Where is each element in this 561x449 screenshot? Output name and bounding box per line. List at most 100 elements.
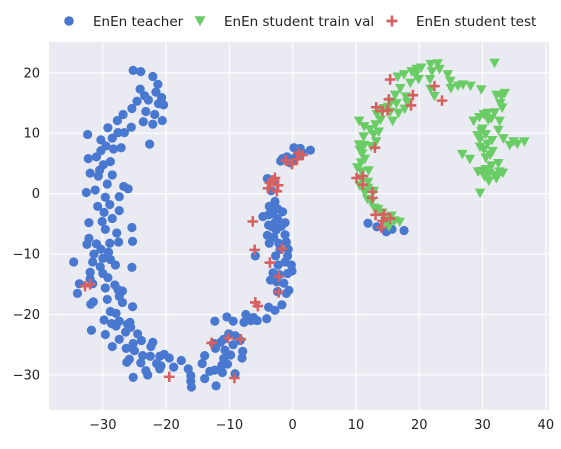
data-point: [88, 257, 97, 266]
data-point: [124, 184, 133, 193]
data-point: [169, 362, 178, 371]
data-point: [101, 225, 110, 234]
data-point: [114, 237, 123, 246]
data-point: [229, 317, 238, 326]
data-point: [200, 351, 209, 360]
data-point: [139, 117, 148, 126]
data-point: [159, 100, 168, 109]
data-point: [98, 217, 107, 226]
data-point: [279, 279, 288, 288]
data-point: [146, 342, 155, 351]
data-point: [363, 219, 372, 228]
x-tick-label: 30: [474, 418, 491, 433]
data-point: [143, 370, 152, 379]
data-point: [145, 140, 154, 149]
data-point: [177, 356, 186, 365]
data-point: [122, 344, 131, 353]
legend: EnEn teacher EnEn student train val EnEn s…: [64, 14, 536, 30]
data-point: [84, 218, 93, 227]
data-point: [153, 80, 162, 89]
data-point: [103, 123, 112, 132]
data-point: [115, 192, 124, 201]
data-point: [103, 179, 112, 188]
legend-label-2: EnEn student test: [416, 14, 536, 30]
data-point: [122, 358, 131, 367]
y-tick-label: −30: [13, 368, 40, 383]
data-point: [141, 107, 150, 116]
x-tick-label: 10: [348, 418, 365, 433]
data-point: [101, 283, 110, 292]
data-point: [148, 120, 157, 129]
data-point: [73, 289, 82, 298]
data-point: [101, 330, 110, 339]
data-point: [105, 200, 114, 209]
data-point: [155, 364, 164, 373]
x-tick-label: 0: [289, 418, 297, 433]
x-tick-label: −20: [152, 418, 179, 433]
data-point: [118, 298, 127, 307]
data-point: [128, 302, 137, 311]
data-point: [136, 67, 145, 76]
x-tick-label: 40: [538, 418, 555, 433]
data-point: [127, 104, 136, 113]
data-point: [108, 133, 117, 142]
data-point: [105, 239, 114, 248]
data-point: [262, 314, 271, 323]
data-point: [148, 72, 157, 81]
legend-marker-0: [64, 16, 74, 26]
legend-label-0: EnEn teacher: [93, 14, 184, 30]
data-point: [94, 172, 103, 181]
data-point: [86, 169, 95, 178]
x-tick-label: 20: [411, 418, 428, 433]
data-point: [82, 240, 91, 249]
y-tick-label: 10: [23, 127, 40, 142]
data-point: [82, 188, 91, 197]
data-point: [127, 223, 136, 232]
data-point: [210, 317, 219, 326]
data-point: [210, 366, 219, 375]
data-point: [150, 110, 159, 119]
data-point: [270, 197, 279, 206]
data-point: [112, 228, 121, 237]
data-point: [89, 249, 98, 258]
data-point: [99, 208, 108, 217]
data-point: [108, 170, 117, 179]
data-point: [200, 374, 209, 383]
data-point: [306, 146, 315, 155]
data-point: [399, 226, 408, 235]
data-point: [136, 358, 145, 367]
data-point: [146, 352, 155, 361]
data-point: [187, 382, 196, 391]
data-point: [108, 214, 117, 223]
data-point: [113, 116, 122, 125]
data-point: [198, 359, 207, 368]
data-point: [287, 260, 296, 269]
legend-marker-1: [194, 16, 205, 26]
x-tick-label: −30: [89, 418, 116, 433]
data-point: [86, 300, 95, 309]
data-point: [111, 321, 120, 330]
data-point: [144, 95, 153, 104]
y-tick-label: 0: [32, 187, 40, 202]
data-point: [87, 326, 96, 335]
data-point: [253, 316, 262, 325]
data-point: [277, 300, 286, 309]
y-tick-label: −10: [13, 248, 40, 263]
data-point: [115, 335, 124, 344]
data-point: [211, 381, 220, 390]
legend-marker-2: [386, 15, 397, 26]
data-point: [115, 206, 124, 215]
data-point: [83, 130, 92, 139]
data-point: [92, 152, 101, 161]
data-point: [238, 347, 247, 356]
x-tick-label: −10: [216, 418, 243, 433]
data-point: [137, 336, 146, 345]
data-point: [128, 237, 137, 246]
data-point: [103, 273, 112, 282]
data-point: [226, 350, 235, 359]
data-point: [69, 257, 78, 266]
data-point: [158, 116, 167, 125]
y-tick-label: 20: [23, 66, 40, 81]
